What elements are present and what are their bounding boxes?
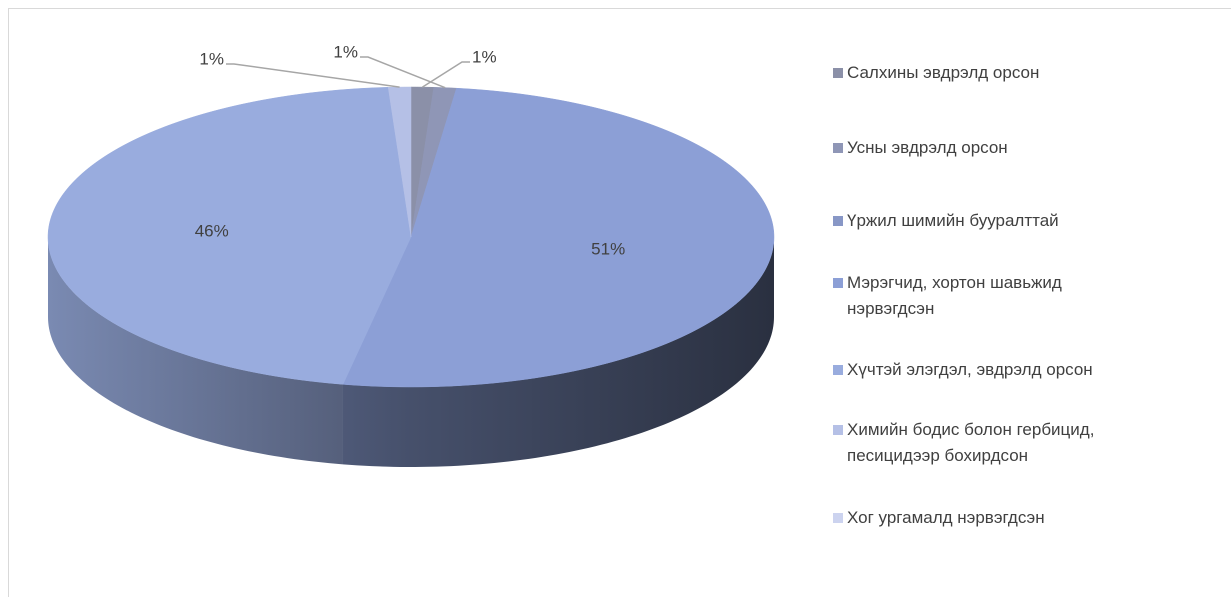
legend-label: Мэрэгчид, хортон шавьжид нэрвэгдсэн: [847, 273, 1062, 318]
data-label: 46%: [195, 221, 229, 240]
leader-line: [226, 63, 400, 88]
data-label: 1%: [199, 49, 224, 68]
legend-entry: Хог ургамалд нэрвэгдсэн: [833, 505, 1132, 531]
leader-line: [360, 56, 446, 89]
legend-swatch: [833, 425, 843, 435]
legend-swatch: [833, 216, 843, 226]
legend-label: Химийн бодис болон гербицид, песицидээр …: [847, 420, 1095, 465]
legend-entry: Үржил шимийн бууралттай: [833, 208, 1132, 234]
legend-entry: Хүчтэй элэгдэл, эвдрэлд орсон: [833, 357, 1132, 383]
data-label: 1%: [333, 42, 358, 61]
legend-swatch: [833, 278, 843, 288]
legend-entry: Мэрэгчид, хортон шавьжид нэрвэгдсэн: [833, 270, 1132, 322]
legend-label: Салхины эвдрэлд орсон: [847, 63, 1040, 82]
legend-entry: Химийн бодис болон гербицид, песицидээр …: [833, 417, 1132, 469]
legend-entry: Усны эвдрэлд орсон: [833, 135, 1132, 161]
leader-line: [422, 61, 470, 88]
pie-slice: [342, 87, 775, 388]
legend-label: Хог ургамалд нэрвэгдсэн: [847, 508, 1045, 527]
pie-side: [342, 237, 774, 467]
legend-swatch: [833, 68, 843, 78]
data-label: 51%: [591, 239, 625, 258]
legend-swatch: [833, 143, 843, 153]
pie-slice: [47, 87, 412, 385]
pie-side: [48, 237, 343, 465]
legend-label: Үржил шимийн бууралттай: [847, 211, 1059, 230]
legend-label: Хүчтэй элэгдэл, эвдрэлд орсон: [847, 360, 1093, 379]
legend-entry: Салхины эвдрэлд орсон: [833, 60, 1132, 86]
legend-swatch: [833, 513, 843, 523]
legend-swatch: [833, 365, 843, 375]
data-label: 1%: [472, 47, 497, 66]
legend-label: Усны эвдрэлд орсон: [847, 138, 1008, 157]
pie-slice: [387, 86, 412, 238]
chart-border: [8, 8, 1231, 597]
